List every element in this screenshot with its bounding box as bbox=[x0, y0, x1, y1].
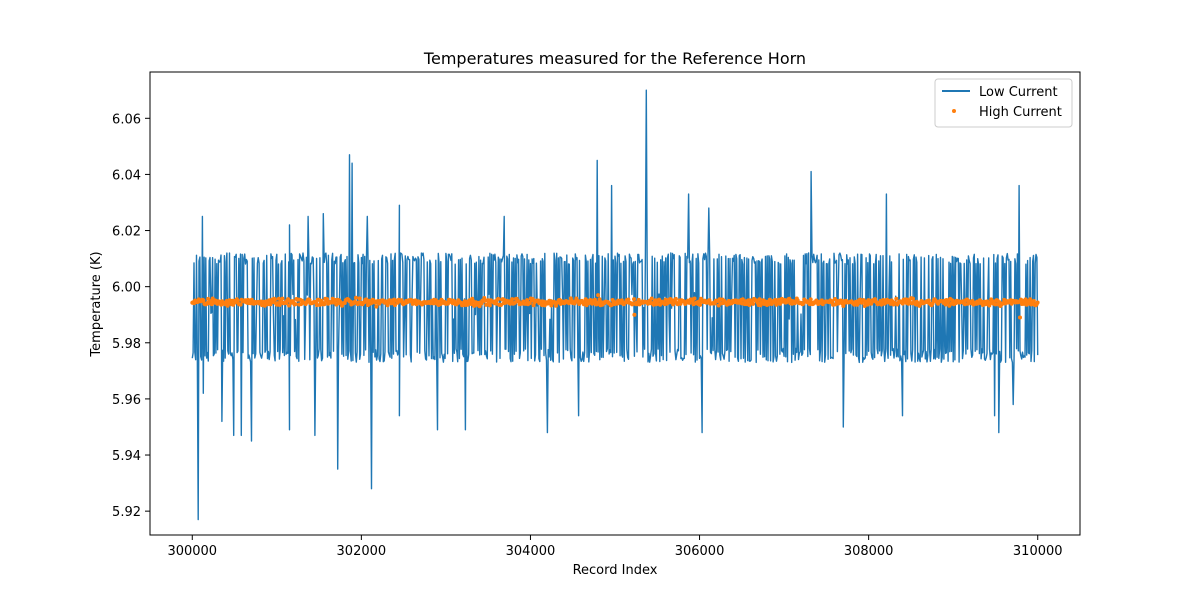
high-current-point bbox=[249, 297, 254, 302]
high-current-point bbox=[597, 297, 602, 302]
high-current-point bbox=[767, 297, 772, 302]
high-current-point bbox=[632, 297, 636, 302]
high-current-point bbox=[657, 297, 662, 302]
legend-label-high-current: High Current bbox=[979, 105, 1062, 120]
high-current-point bbox=[201, 298, 206, 303]
high-current-point bbox=[900, 301, 905, 306]
y-tick-label: 6.04 bbox=[112, 168, 141, 183]
high-current-point bbox=[1031, 299, 1036, 303]
plot-area bbox=[190, 89, 1040, 521]
high-current-point bbox=[354, 295, 358, 300]
y-tick-label: 6.00 bbox=[112, 281, 141, 296]
axes-frame bbox=[149, 71, 1081, 536]
high-current-point bbox=[496, 296, 501, 301]
x-tick-label: 304000 bbox=[506, 544, 556, 559]
legend-label-low-current: Low Current bbox=[979, 85, 1058, 100]
high-current-point bbox=[280, 296, 285, 301]
high-current-point bbox=[619, 298, 624, 303]
high-current-point bbox=[808, 297, 813, 302]
y-tick-label: 5.98 bbox=[112, 337, 141, 352]
high-current-point bbox=[894, 296, 899, 301]
y-tick-label: 6.02 bbox=[112, 225, 141, 240]
high-current-point bbox=[238, 302, 243, 307]
high-current-point bbox=[707, 298, 712, 303]
y-tick-label: 6.06 bbox=[112, 112, 141, 127]
high-current-point bbox=[287, 303, 291, 308]
axes: 300000 302000 304000 306000 308000 310000 5.92… bbox=[112, 71, 1081, 559]
high-current-point bbox=[687, 300, 692, 305]
y-tick-label: 5.94 bbox=[112, 449, 141, 464]
series-high-current-points bbox=[190, 293, 1040, 320]
high-current-point bbox=[293, 302, 298, 307]
x-tick-label: 306000 bbox=[675, 544, 725, 559]
high-current-point bbox=[206, 296, 211, 301]
high-current-point bbox=[357, 296, 362, 301]
high-current-point bbox=[508, 301, 513, 306]
x-tick-label: 308000 bbox=[844, 544, 894, 559]
y-tick-label: 5.92 bbox=[112, 505, 141, 520]
y-tick-label: 5.96 bbox=[112, 393, 141, 408]
high-current-point bbox=[525, 298, 530, 303]
y-axis-label: Temperature (K) bbox=[89, 251, 104, 357]
high-current-point bbox=[596, 293, 601, 298]
high-current-point bbox=[830, 299, 835, 304]
high-current-point bbox=[673, 296, 678, 301]
series-low-current-line bbox=[191, 89, 1039, 521]
high-current-point bbox=[692, 296, 697, 301]
chart-title: Temperatures measured for the Reference … bbox=[423, 49, 806, 68]
high-current-point bbox=[1018, 315, 1022, 320]
high-current-point bbox=[632, 312, 637, 317]
high-current-point bbox=[757, 297, 762, 302]
x-tick-label: 300000 bbox=[167, 544, 217, 559]
legend-marker-high-current bbox=[952, 109, 956, 113]
high-current-point bbox=[510, 297, 515, 302]
high-current-point bbox=[486, 298, 490, 303]
high-current-point bbox=[235, 298, 240, 303]
high-current-point bbox=[322, 302, 327, 307]
high-current-point bbox=[385, 303, 390, 308]
high-current-point bbox=[926, 298, 931, 303]
high-current-point bbox=[1009, 301, 1014, 306]
high-current-point bbox=[751, 301, 756, 306]
x-tick-label: 302000 bbox=[337, 544, 387, 559]
high-current-point bbox=[273, 297, 277, 302]
high-current-point bbox=[374, 304, 379, 309]
high-current-point bbox=[740, 297, 745, 302]
high-current-point bbox=[399, 298, 404, 303]
high-current-point bbox=[993, 302, 998, 307]
high-current-point bbox=[649, 296, 654, 301]
high-current-point bbox=[593, 297, 597, 302]
legend: Low Current High Current bbox=[934, 78, 1073, 128]
x-axis-label: Record Index bbox=[573, 563, 658, 578]
high-current-point bbox=[698, 302, 703, 307]
high-current-point bbox=[469, 302, 474, 306]
high-current-point bbox=[1035, 300, 1040, 305]
high-current-point bbox=[911, 296, 915, 301]
high-current-point bbox=[841, 304, 846, 308]
high-current-point bbox=[487, 303, 492, 308]
high-current-point bbox=[626, 297, 631, 302]
high-current-point bbox=[307, 298, 312, 303]
high-current-point bbox=[276, 296, 281, 301]
x-tick-label: 310000 bbox=[1013, 544, 1063, 559]
high-current-point bbox=[393, 303, 397, 308]
high-current-point bbox=[325, 297, 330, 302]
high-current-point bbox=[671, 302, 676, 307]
